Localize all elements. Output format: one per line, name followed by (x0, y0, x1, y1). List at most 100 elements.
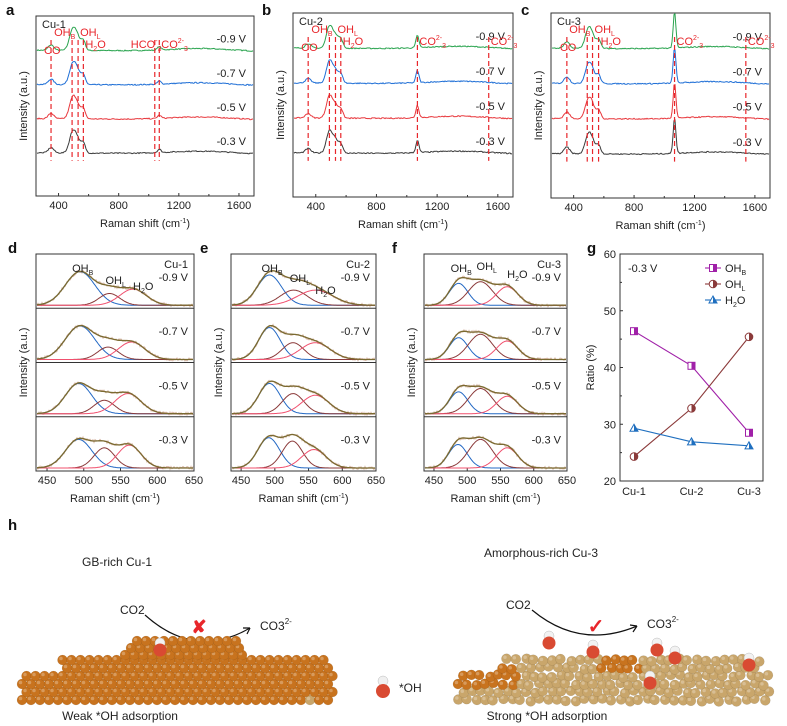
cu-atom (246, 654, 257, 666)
cu-atom-highlight (755, 673, 760, 678)
marker-circle-fill (691, 404, 696, 413)
cu-atom-highlight (194, 688, 198, 693)
cu-atom-highlight (275, 672, 279, 677)
cu-atom-highlight (603, 657, 607, 661)
peak-label: CO2-3 (491, 35, 518, 50)
cu-atom-highlight (50, 672, 54, 677)
cu-atom-highlight (485, 688, 490, 692)
peak-label: H2O (601, 36, 622, 50)
cu-atom (601, 655, 612, 666)
scheme-h: GB-rich Cu-1 Amorphous-rich Cu-3 CO2 ✘ C… (16, 546, 775, 723)
voltage-label: -0.3 V (341, 435, 371, 447)
scheme-right-product: CO32- (647, 615, 679, 631)
cu-atom-highlight (657, 672, 662, 676)
cu-atom (497, 663, 508, 674)
cu-atom-highlight (706, 665, 711, 670)
cu-atom-highlight (189, 680, 194, 685)
cu-atom-highlight (518, 680, 522, 685)
cu-atom-highlight (581, 681, 585, 685)
cu-atom-highlight (651, 696, 655, 701)
cu-atom-highlight (698, 698, 703, 702)
cu-atom-highlight (162, 696, 167, 701)
cu-atom-highlight (135, 664, 140, 669)
cu-atom-highlight (548, 657, 553, 661)
cu-atom-highlight (248, 672, 252, 677)
x-tick-label: 400 (564, 202, 582, 214)
cu-atom-highlight (270, 664, 275, 669)
cu-atom-highlight (59, 672, 63, 677)
cu-atom-highlight (187, 637, 192, 642)
cu-atom-highlight (151, 637, 156, 642)
cu-atom-highlight (508, 665, 512, 670)
scheme-right-title: Amorphous-rich Cu-3 (484, 546, 598, 560)
x-tick-label: 550 (111, 475, 129, 487)
cu-atom-highlight (306, 696, 311, 701)
cu-atom-highlight (746, 689, 751, 693)
peak-label: CO2-3 (419, 35, 446, 50)
x-tick-label: 600 (148, 475, 166, 487)
cu-atom-highlight (63, 696, 68, 701)
cu-atom-highlight (503, 655, 507, 660)
cu-atom-highlight (149, 688, 153, 693)
cu-atom (566, 655, 577, 667)
cu-atom-highlight (499, 681, 504, 686)
spectrum-line (293, 94, 513, 120)
x-tick-label: 600 (333, 475, 351, 487)
y-tick-label: 30 (604, 419, 616, 431)
scheme-left-caption: Weak *OH adsorption (62, 709, 178, 723)
cu-atom-highlight (214, 637, 219, 642)
cu-atom-highlight (95, 656, 99, 661)
cu-atom (39, 670, 50, 682)
fit-component-h2o (37, 393, 193, 415)
x-tick-label: 1600 (227, 200, 251, 212)
marker-square-fill (749, 429, 753, 437)
spectrum-line (36, 129, 253, 155)
spectrum-line (36, 26, 254, 52)
cu-atom-highlight (234, 664, 239, 669)
cu-atom-highlight (18, 696, 23, 701)
cu-atom-highlight (185, 672, 189, 677)
cu-atom-highlight (41, 672, 45, 677)
marker-square-fill (713, 264, 717, 272)
x-tick-label: 400 (49, 200, 67, 212)
marker-triangle-fill (749, 441, 753, 449)
marker-circle-fill (749, 333, 753, 341)
cu-atom-highlight (243, 680, 248, 685)
cu-atom (327, 686, 338, 698)
cu-atom-highlight (176, 688, 180, 693)
cu-atom-highlight (257, 688, 261, 693)
cu-atom (309, 654, 320, 666)
cu-atom-highlight (180, 664, 185, 669)
cu-atom-highlight (523, 672, 527, 676)
cu-atom-highlight (248, 656, 252, 661)
cu-atom-highlight (576, 672, 580, 677)
legend-label: OHB (725, 263, 747, 277)
x-tick-label: 450 (232, 475, 250, 487)
cu-atom-highlight (311, 688, 315, 693)
chart-title: -0.3 V (628, 263, 658, 275)
cu-atom-highlight (537, 664, 541, 668)
cu-atom-highlight (599, 695, 603, 699)
voltage-label: -0.3 V (159, 435, 189, 447)
x-tick-label: 1200 (425, 201, 449, 213)
sample-label: Cu-1 (164, 259, 188, 271)
marker-circle-fill (713, 280, 717, 288)
cu-atom (322, 678, 334, 690)
cu-atom-highlight (81, 664, 86, 669)
cu-atom-highlight (140, 688, 144, 693)
cu-atom-highlight (302, 688, 306, 693)
cu-atom-highlight (504, 687, 509, 692)
cu-atom-highlight (221, 672, 225, 677)
voltage-label: -0.3 V (217, 136, 247, 148)
cu-atom-highlight (54, 696, 59, 701)
chart-c: 400 800 1200 1600 Raman shift (cm-1) Intensit… (533, 12, 775, 232)
y-axis-label: Intensity (a.u.) (18, 71, 30, 141)
x-tick-label: 650 (558, 475, 576, 487)
cu-atom (754, 656, 765, 667)
spectrum-line (551, 49, 770, 85)
cu-atom-highlight (756, 688, 761, 692)
peak-label: HCO-3 (131, 38, 162, 53)
cu-atom-highlight (694, 673, 698, 678)
cu-atom-highlight (692, 689, 696, 694)
cu-atom-highlight (234, 680, 239, 685)
